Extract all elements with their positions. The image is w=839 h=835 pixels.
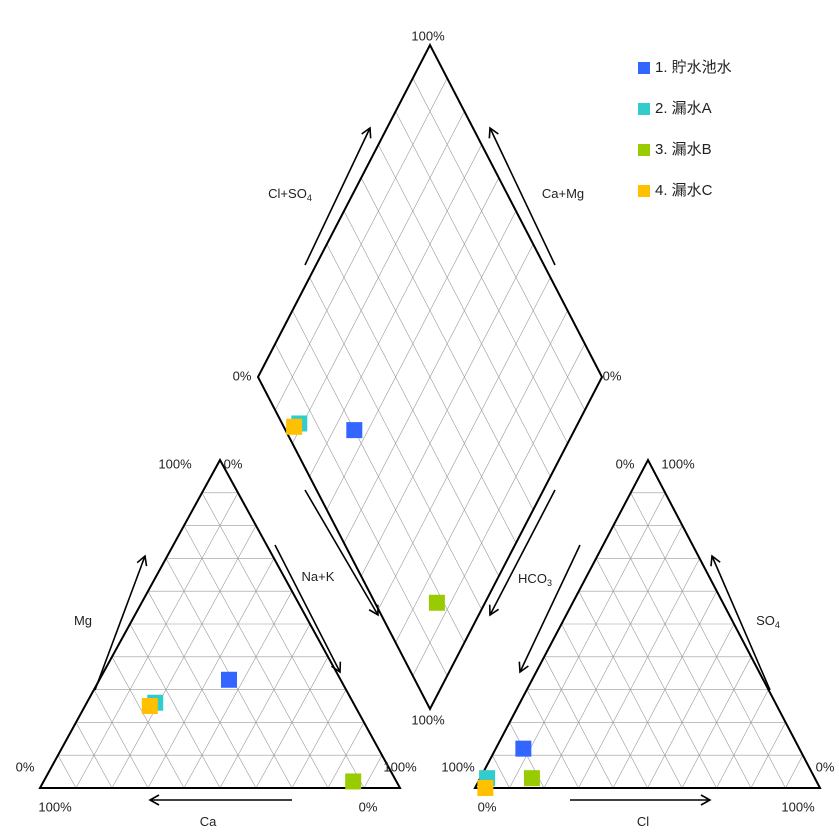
corner-label: 100% bbox=[383, 759, 417, 774]
legend-swatch bbox=[638, 144, 650, 156]
grid-line bbox=[378, 144, 551, 477]
grid-line bbox=[291, 689, 347, 789]
corner-label: 100% bbox=[411, 28, 445, 43]
arrows bbox=[94, 126, 771, 806]
arrow bbox=[304, 489, 379, 617]
grid-layer bbox=[57, 78, 804, 789]
grid-line bbox=[147, 558, 275, 789]
grid-line bbox=[681, 656, 752, 789]
grid-line bbox=[509, 492, 666, 789]
grid-line bbox=[363, 755, 383, 789]
points bbox=[141, 415, 540, 796]
arrow bbox=[488, 126, 556, 266]
frame-layer bbox=[38, 42, 822, 789]
legend-label: 1. 貯水池水 bbox=[655, 59, 732, 76]
grid-line bbox=[111, 656, 185, 789]
grid-line bbox=[595, 558, 717, 789]
arrow bbox=[488, 489, 556, 617]
corner-label: 100% bbox=[441, 759, 475, 774]
axis-label: Ca+Mg bbox=[542, 186, 584, 201]
data-point bbox=[346, 422, 363, 439]
legend: 1. 貯水池水 2. 漏水A 3. 漏水B 4. 漏水C bbox=[638, 59, 732, 199]
legend-label: 4. 漏水C bbox=[655, 182, 713, 199]
grid-line bbox=[492, 755, 510, 789]
arrow bbox=[710, 554, 771, 691]
corner-labels: 0% 100% 0% 100% 0% 100% 0% 100% 0% 100% 0% 100% 0% 10… bbox=[16, 28, 835, 814]
grid-line bbox=[129, 623, 221, 789]
grid-line bbox=[343, 210, 517, 544]
corner-label: 0% bbox=[16, 759, 35, 774]
axis-label: Ca bbox=[200, 814, 217, 829]
grid-line bbox=[255, 656, 329, 789]
corner-label: 100% bbox=[38, 799, 72, 814]
grid-line bbox=[75, 722, 113, 789]
grid-line bbox=[219, 623, 311, 789]
frame bbox=[473, 457, 822, 789]
axis-label: Na+K bbox=[302, 569, 335, 584]
grid-line bbox=[75, 492, 239, 789]
axis-label: SO4 bbox=[756, 613, 780, 630]
legend-label: 3. 漏水B bbox=[655, 141, 712, 158]
legend-swatch bbox=[638, 103, 650, 115]
grid-line bbox=[327, 722, 365, 789]
grid-line bbox=[578, 558, 700, 789]
corner-label: 0% bbox=[616, 456, 635, 471]
data-point bbox=[221, 671, 237, 688]
legend-swatch bbox=[638, 62, 650, 74]
grid-line bbox=[412, 78, 586, 411]
grid-line bbox=[785, 755, 804, 789]
axis-label: Mg bbox=[74, 613, 92, 628]
arrow bbox=[518, 544, 581, 674]
grid-line bbox=[647, 623, 735, 789]
legend-label: 2. 漏水A bbox=[655, 100, 712, 117]
axis-label: HCO3 bbox=[518, 571, 552, 588]
data-point bbox=[515, 740, 532, 757]
frame bbox=[38, 457, 402, 789]
corner-label: 0% bbox=[478, 799, 497, 814]
data-point bbox=[141, 698, 158, 714]
grid-line bbox=[360, 244, 534, 577]
data-point bbox=[477, 780, 494, 796]
axis-label: Cl bbox=[637, 814, 649, 829]
grid-line bbox=[630, 492, 786, 789]
corner-label: 0% bbox=[359, 799, 378, 814]
grid-line bbox=[561, 623, 648, 789]
data-point bbox=[428, 594, 445, 611]
data-point bbox=[345, 773, 362, 790]
grid-line bbox=[395, 310, 568, 643]
grid-line bbox=[543, 656, 614, 789]
corner-label: 100% bbox=[411, 712, 445, 727]
arrow bbox=[274, 544, 342, 674]
grid-line bbox=[526, 689, 579, 789]
grid-line bbox=[93, 689, 149, 789]
arrow bbox=[94, 554, 148, 691]
legend-swatch bbox=[638, 185, 650, 197]
frame bbox=[256, 42, 604, 712]
corner-label: 0% bbox=[603, 368, 622, 383]
corner-label: 0% bbox=[233, 368, 252, 383]
grid-line bbox=[395, 111, 568, 444]
grid-line bbox=[360, 177, 534, 510]
axis-label: Cl+SO4 bbox=[268, 186, 312, 203]
corner-label: 100% bbox=[661, 456, 695, 471]
corner-label: 0% bbox=[224, 456, 243, 471]
corner-label: 100% bbox=[781, 799, 815, 814]
grid-line bbox=[378, 277, 551, 610]
grid-line bbox=[750, 722, 786, 789]
corner-label: 0% bbox=[816, 759, 835, 774]
grid-line bbox=[57, 755, 77, 789]
corner-label: 100% bbox=[158, 456, 192, 471]
grid-line bbox=[201, 492, 365, 789]
grid-line bbox=[716, 689, 769, 789]
data-point bbox=[286, 418, 303, 435]
arrow bbox=[304, 126, 372, 266]
data-point bbox=[523, 770, 540, 787]
grid-line bbox=[412, 343, 586, 676]
